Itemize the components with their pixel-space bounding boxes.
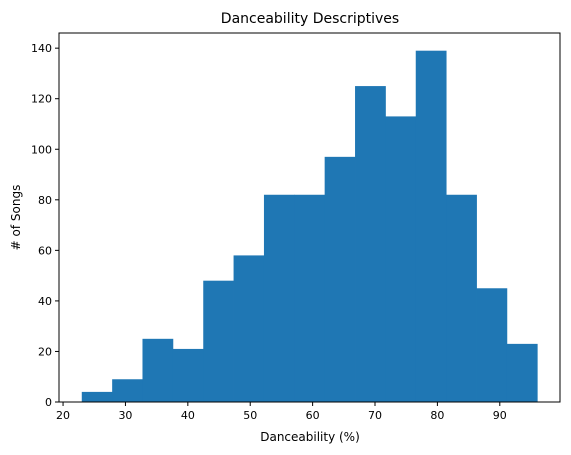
y-tick-label: 20 <box>38 345 52 358</box>
histogram-bar <box>446 194 477 402</box>
plot-frame <box>58 32 561 403</box>
x-axis-ticks: 20 30 40 50 60 70 80 90 <box>56 402 507 422</box>
x-tick-label: 80 <box>430 409 444 422</box>
x-axis-label: Danceability (%) <box>260 430 360 444</box>
histogram-bar <box>142 338 174 402</box>
histogram-bar <box>233 255 265 402</box>
y-tick-label: 0 <box>45 396 52 409</box>
histogram-bar <box>415 50 447 403</box>
y-tick-label: 100 <box>31 143 52 156</box>
y-axis-label: # of Songs <box>9 185 23 251</box>
histogram-bar <box>81 391 113 402</box>
y-tick-label: 60 <box>38 244 52 257</box>
x-tick-label: 60 <box>306 409 320 422</box>
histogram-bar <box>263 194 295 402</box>
x-tick-label: 30 <box>118 409 132 422</box>
histogram-bar <box>294 194 326 402</box>
x-tick-label: 50 <box>243 409 257 422</box>
histogram-bar <box>355 86 386 402</box>
x-tick-label: 70 <box>368 409 382 422</box>
y-tick-label: 40 <box>38 295 52 308</box>
y-axis-ticks: 0 20 40 60 80 100 120 140 <box>31 42 59 409</box>
histogram-bar <box>112 379 143 402</box>
y-tick-label: 80 <box>38 194 52 207</box>
histogram-bar <box>385 116 417 402</box>
histogram-bar <box>203 280 234 402</box>
y-tick-label: 120 <box>31 93 52 106</box>
bars-group <box>81 50 538 403</box>
y-tick-label: 140 <box>31 42 52 55</box>
histogram-bar <box>506 343 538 402</box>
x-tick-label: 40 <box>181 409 195 422</box>
x-tick-label: 20 <box>56 409 70 422</box>
histogram-bar <box>476 288 508 402</box>
chart-title: Danceability Descriptives <box>221 11 399 27</box>
histogram-bar <box>172 348 204 402</box>
x-tick-label: 90 <box>493 409 507 422</box>
histogram-bar <box>324 156 356 402</box>
